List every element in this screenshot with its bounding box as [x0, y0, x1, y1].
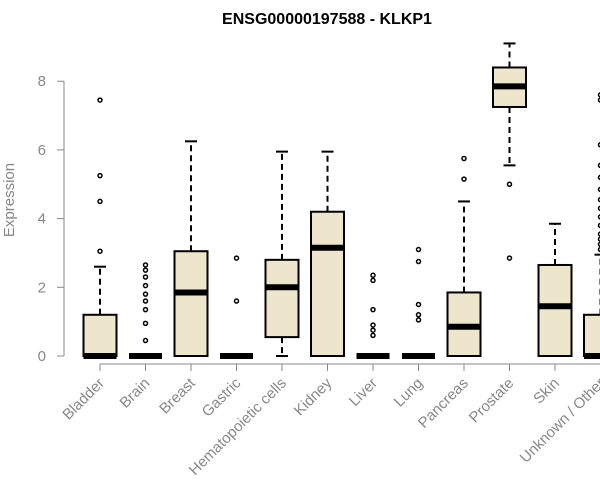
x-tick-label: Breast: [156, 374, 199, 417]
box-group: [129, 262, 162, 359]
y-axis-label: Expression: [1, 163, 18, 237]
outlier-point: [370, 322, 376, 328]
outlier-point: [597, 162, 600, 169]
y-tick-label: 0: [38, 348, 46, 365]
outlier-point: [233, 298, 240, 304]
box: [537, 263, 573, 358]
y-tick-label: 2: [38, 279, 46, 296]
outlier-point: [97, 248, 103, 254]
outlier-point: [506, 181, 513, 188]
outlier-point: [415, 258, 422, 265]
outlier-point: [597, 231, 600, 237]
outlier-point: [142, 337, 149, 344]
x-tick-label: Liver: [346, 375, 381, 410]
outlier-point: [597, 142, 600, 148]
outlier-point: [142, 267, 149, 273]
outlier-point: [597, 241, 600, 248]
box-group: [356, 272, 390, 359]
outlier-point: [142, 291, 149, 297]
box-group: [264, 150, 300, 357]
outlier-point: [370, 327, 376, 333]
box-group: [446, 155, 482, 357]
outlier-point: [506, 255, 513, 261]
box: [264, 258, 300, 339]
outlier-point: [597, 92, 600, 98]
x-tick-label: Bladder: [59, 375, 108, 424]
outlier-point: [370, 306, 376, 313]
y-axis: 0 2 4 6 8: [38, 73, 65, 365]
outlier-point: [233, 255, 240, 261]
y-tick-label: 6: [38, 142, 46, 159]
outlier-point: [97, 198, 103, 205]
outlier-point: [415, 301, 422, 308]
x-tick-label: Skin: [530, 375, 563, 408]
outlier-point: [370, 332, 376, 339]
outlier-point: [142, 298, 149, 304]
outlier-point: [415, 317, 422, 323]
outlier-point: [597, 205, 600, 212]
outlier-point: [597, 214, 600, 220]
outlier-point: [597, 186, 600, 193]
outlier-point: [597, 97, 600, 103]
outlier-point: [461, 176, 467, 182]
outlier-point: [597, 174, 600, 181]
box: [82, 313, 118, 358]
x-tick-label: Brain: [117, 375, 154, 412]
box-group: [583, 92, 600, 359]
boxes: [82, 42, 600, 359]
x-tick-label: Kidney: [291, 374, 336, 419]
outlier-point: [370, 272, 376, 279]
outlier-point: [597, 246, 600, 253]
box-group: [82, 97, 118, 359]
box-group: [173, 140, 209, 358]
outlier-point: [142, 282, 149, 289]
outlier-point: [597, 236, 600, 242]
box-group: [310, 150, 345, 357]
outlier-point: [415, 246, 422, 253]
box: [583, 313, 600, 358]
box-group: [402, 246, 435, 359]
y-tick-label: 4: [38, 211, 46, 228]
outlier-point: [97, 172, 103, 179]
box: [173, 250, 209, 358]
outlier-point: [142, 306, 149, 313]
outlier-point: [97, 97, 103, 103]
x-tick-label: Prostate: [466, 375, 518, 427]
y-tick-label: 8: [38, 73, 46, 90]
x-tick-label: Lung: [391, 375, 427, 411]
outlier-point: [370, 277, 376, 284]
outlier-point: [461, 155, 467, 162]
x-tick-label: Pancreas: [415, 375, 472, 432]
box-group: [220, 255, 253, 359]
box-group: [492, 42, 527, 261]
box-group: [537, 222, 573, 358]
outlier-point: [142, 262, 149, 268]
outlier-point: [415, 312, 422, 318]
outlier-point: [142, 274, 149, 280]
outlier-point: [142, 320, 149, 327]
box: [310, 210, 345, 357]
chart-title: ENSG00000197588 - KLKP1: [222, 11, 432, 28]
outlier-point: [597, 197, 600, 203]
outlier-point: [597, 222, 600, 229]
